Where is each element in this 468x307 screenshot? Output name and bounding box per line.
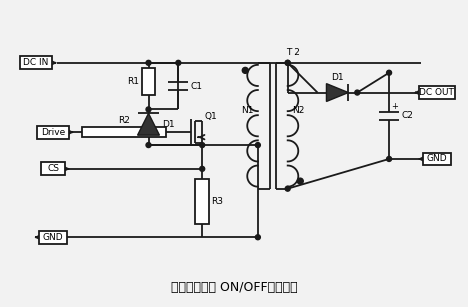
Text: C2: C2 [401,111,413,120]
FancyBboxPatch shape [20,56,52,69]
Bar [82,127,166,137]
Text: R1: R1 [128,77,139,86]
Circle shape [285,186,290,191]
Text: GND: GND [43,233,63,242]
Text: N1: N1 [241,107,254,115]
Text: DC IN: DC IN [23,58,49,67]
Circle shape [355,90,360,95]
Circle shape [285,60,290,65]
Circle shape [285,60,290,65]
Bar [195,179,209,223]
Text: Drive: Drive [41,128,65,137]
Circle shape [256,142,260,148]
Circle shape [176,60,181,65]
FancyBboxPatch shape [37,126,69,139]
Circle shape [387,70,392,75]
FancyBboxPatch shape [41,162,65,175]
Circle shape [146,107,151,112]
Text: +: + [391,102,398,111]
Polygon shape [138,113,160,135]
Text: D1: D1 [162,120,175,129]
Circle shape [242,68,248,73]
Text: GND: GND [426,154,447,163]
Text: DC OUT: DC OUT [419,88,454,97]
Polygon shape [327,84,348,102]
Text: R3: R3 [211,196,223,206]
Text: C1: C1 [190,82,202,91]
Text: 基本工作原理 ON/OFF（省略）: 基本工作原理 ON/OFF（省略） [171,281,297,294]
Text: N2: N2 [292,107,304,115]
FancyBboxPatch shape [423,153,451,165]
Text: Q1: Q1 [204,112,217,121]
Bar [141,68,155,95]
Circle shape [200,166,205,171]
Circle shape [387,157,392,161]
Circle shape [297,178,303,184]
Text: T 2: T 2 [285,48,300,57]
Text: D1: D1 [331,73,344,82]
Text: CS: CS [47,164,59,173]
Circle shape [146,60,151,65]
Circle shape [256,235,260,240]
Text: R2: R2 [118,116,130,125]
FancyBboxPatch shape [39,231,67,244]
FancyBboxPatch shape [419,86,455,99]
Circle shape [146,142,151,148]
Circle shape [200,142,205,148]
